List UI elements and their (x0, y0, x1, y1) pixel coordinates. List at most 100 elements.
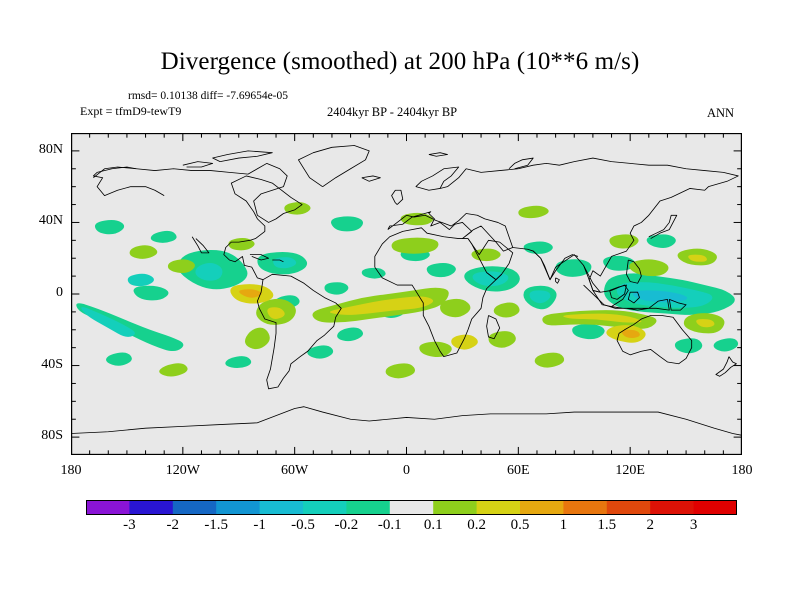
experiment-label: Expt = tfmD9-tewT9 (80, 104, 182, 118)
contour-region (361, 267, 386, 279)
coastline-segment (428, 152, 448, 157)
x-tick-label: 60W (281, 463, 309, 478)
colorbar-band (259, 500, 304, 515)
y-tick-label: 0 (56, 285, 63, 300)
colorbar-band (346, 500, 391, 515)
contour-region (129, 245, 158, 259)
plot-frame (71, 133, 742, 455)
period-label: 2404kyr BP - 2404kyr BP (327, 105, 458, 119)
colorbar-band (86, 500, 130, 515)
colorbar-band (172, 500, 217, 515)
contour-region (329, 296, 434, 315)
contour-region (133, 285, 169, 301)
contour-region (609, 234, 639, 249)
contour-region (488, 331, 516, 348)
contour-region (440, 298, 471, 318)
y-tick-label: 80S (41, 428, 63, 444)
coastline-segment (93, 163, 303, 281)
contour-region (529, 290, 551, 304)
colorbar (86, 500, 737, 515)
coastline-segment (212, 150, 273, 163)
coastline-segment (609, 284, 627, 300)
contour-region (81, 307, 135, 337)
contour-region (391, 237, 439, 254)
colorbar-tick-label: -2 (166, 517, 180, 533)
colorbar-canvas (86, 500, 737, 515)
y-tick-label: 80N (38, 141, 63, 157)
map-plot-area (71, 133, 742, 455)
colorbar-band (693, 500, 737, 515)
contour-region (572, 323, 605, 340)
contour-region (159, 363, 188, 377)
contour-region (228, 237, 255, 251)
colorbar-tick-label: -1 (253, 517, 266, 533)
coastline-segment (555, 277, 560, 284)
colorbar-tick-label: -0.5 (291, 517, 315, 533)
colorbar-tick-label: 0.5 (510, 517, 530, 533)
map-canvas (71, 133, 742, 455)
coastline-segment (626, 259, 642, 284)
page-title: Divergence (smoothed) at 200 hPa (10**6 … (160, 48, 640, 75)
contour-region (419, 341, 452, 358)
contour-region (563, 313, 642, 323)
coastline-segment (387, 211, 514, 252)
coastline-segment (715, 356, 737, 377)
colorbar-band (476, 500, 521, 515)
colorbar-tick-label: -3 (123, 517, 136, 533)
season-label: ANN (707, 106, 735, 120)
coastline-segment (415, 157, 739, 293)
rmsd-statistics: rmsd= 0.10138 diff= -7.69654e-05 (128, 90, 289, 102)
coastline-segment (374, 227, 502, 358)
coastline-segment (648, 214, 678, 239)
contour-region (307, 345, 334, 359)
contour-region (518, 205, 549, 219)
x-tick-label: 120E (615, 463, 645, 478)
coastline-segment (361, 175, 381, 182)
colorbar-tick-label: 1.5 (597, 517, 617, 533)
coastline-segment (391, 189, 404, 205)
contour-region (150, 230, 177, 243)
contour-region (195, 262, 223, 281)
contour-region (472, 271, 509, 287)
coastline-segment (297, 145, 370, 187)
axis-ticks (71, 133, 742, 455)
contour-region (493, 302, 520, 318)
contour-region (267, 307, 285, 319)
contour-region (632, 290, 688, 303)
divergence-field (76, 202, 739, 379)
coastline-segment (616, 315, 693, 365)
y-tick-label: 40S (41, 356, 63, 372)
contour-region (167, 259, 195, 274)
colorbar-band (389, 500, 434, 515)
x-tick-label: 0 (403, 463, 410, 478)
colorbar-tick-label: 0.1 (423, 517, 443, 533)
contour-region (324, 282, 349, 295)
x-tick-label: 180 (731, 463, 753, 478)
contour-region (674, 338, 703, 354)
contour-region (239, 289, 262, 298)
contour-region (244, 327, 270, 350)
coastline-segment (486, 315, 501, 340)
contour-region (127, 273, 154, 287)
colorbar-band (520, 500, 564, 515)
coastline-segment (668, 298, 687, 311)
colorbar-tick-label: -1.5 (204, 517, 229, 533)
contour-region (696, 319, 715, 328)
contour-region (621, 329, 640, 338)
contour-region (225, 356, 252, 369)
y-tick-label: 40N (38, 213, 63, 229)
contour-region (629, 259, 669, 277)
colorbar-band (563, 500, 608, 515)
colorbar-tick-label: 3 (689, 517, 698, 533)
contour-region (385, 363, 416, 379)
coastline-segment (249, 254, 269, 261)
contour-region (646, 234, 676, 248)
colorbar-tick-label: -0.1 (377, 517, 402, 533)
coastline-segment (467, 238, 514, 281)
coastline-segment (92, 166, 165, 197)
colorbar-band (303, 500, 347, 515)
contour-region (523, 241, 553, 254)
x-tick-label: 180 (60, 463, 82, 478)
colorbar-tick-label: 0.2 (467, 517, 486, 533)
